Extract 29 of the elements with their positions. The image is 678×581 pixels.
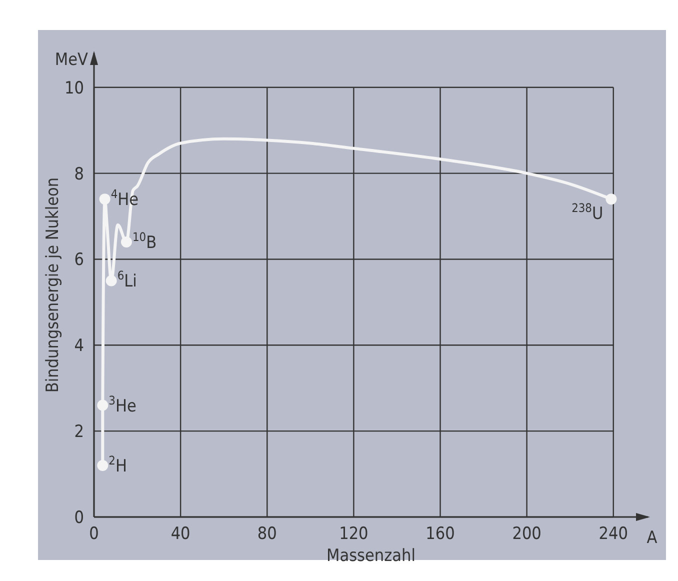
- y-tick-label: 6: [74, 250, 84, 270]
- y-axis-title: Bindungsenergie je Nukleon: [43, 177, 63, 393]
- x-tick-label: 120: [339, 524, 368, 544]
- x-tick-label: 0: [89, 524, 99, 544]
- point: [97, 460, 108, 471]
- point: [99, 194, 110, 205]
- point: [106, 275, 117, 286]
- y-tick-label: 4: [74, 336, 84, 356]
- point: [606, 194, 617, 205]
- annotation: $^{2}$H: [108, 453, 127, 476]
- y-tick-label: 10: [64, 78, 84, 98]
- annotation: $^{10}$B: [132, 230, 157, 254]
- x-tick-label: 240: [598, 524, 628, 544]
- x-tick-label: 200: [512, 524, 542, 544]
- x-axis-title: Massenzahl: [326, 546, 416, 566]
- y-tick-label: 8: [74, 164, 84, 184]
- text: A: [646, 528, 658, 548]
- text: MeV: [54, 50, 89, 70]
- x-tick-label: 80: [257, 524, 277, 544]
- point: [97, 400, 108, 411]
- y-tick-label: 2: [74, 422, 84, 442]
- annotation: $^{4}$He: [110, 187, 139, 210]
- x-tick-label: 160: [426, 524, 455, 544]
- annotation: $^{238}$U: [572, 201, 604, 224]
- x-tick-label: 40: [170, 524, 190, 544]
- annotation: $^{3}$He: [108, 393, 136, 416]
- annotation: $^{6}$Li: [117, 268, 137, 292]
- y-tick-label: 0: [74, 508, 84, 528]
- point: [120, 236, 132, 248]
